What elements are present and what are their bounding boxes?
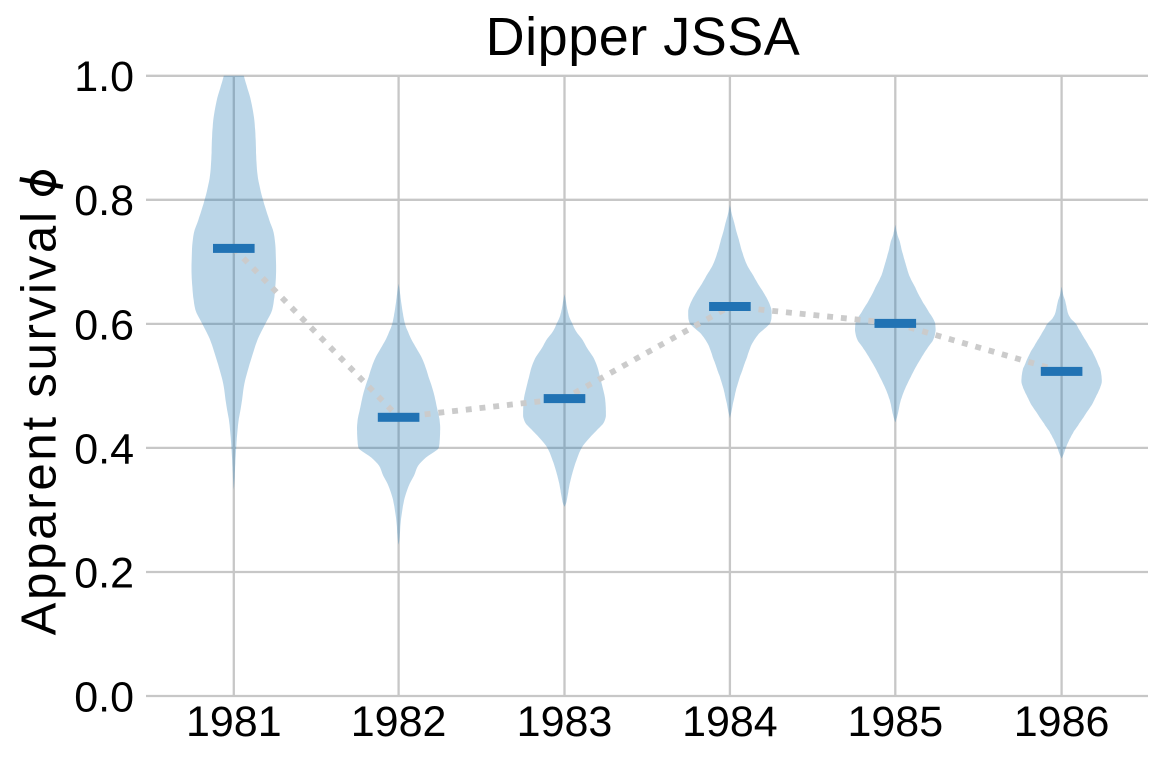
svg-text:0.8: 0.8 bbox=[74, 177, 134, 225]
svg-text:1985: 1985 bbox=[847, 698, 943, 746]
svg-text:1982: 1982 bbox=[351, 698, 447, 746]
svg-text:Apparent survival: Apparent survival bbox=[13, 209, 67, 635]
svg-text:1984: 1984 bbox=[682, 698, 778, 746]
svg-text:0.0: 0.0 bbox=[74, 673, 134, 721]
svg-text:1.0: 1.0 bbox=[74, 53, 134, 101]
svg-text:0.6: 0.6 bbox=[74, 301, 134, 349]
svg-text:0.2: 0.2 bbox=[74, 549, 134, 597]
svg-text:1983: 1983 bbox=[517, 698, 613, 746]
svg-text:1986: 1986 bbox=[1014, 698, 1110, 746]
svg-text:1981: 1981 bbox=[186, 698, 282, 746]
svg-text:0.4: 0.4 bbox=[74, 425, 134, 473]
svg-text:Dipper JSSA: Dipper JSSA bbox=[486, 7, 801, 67]
